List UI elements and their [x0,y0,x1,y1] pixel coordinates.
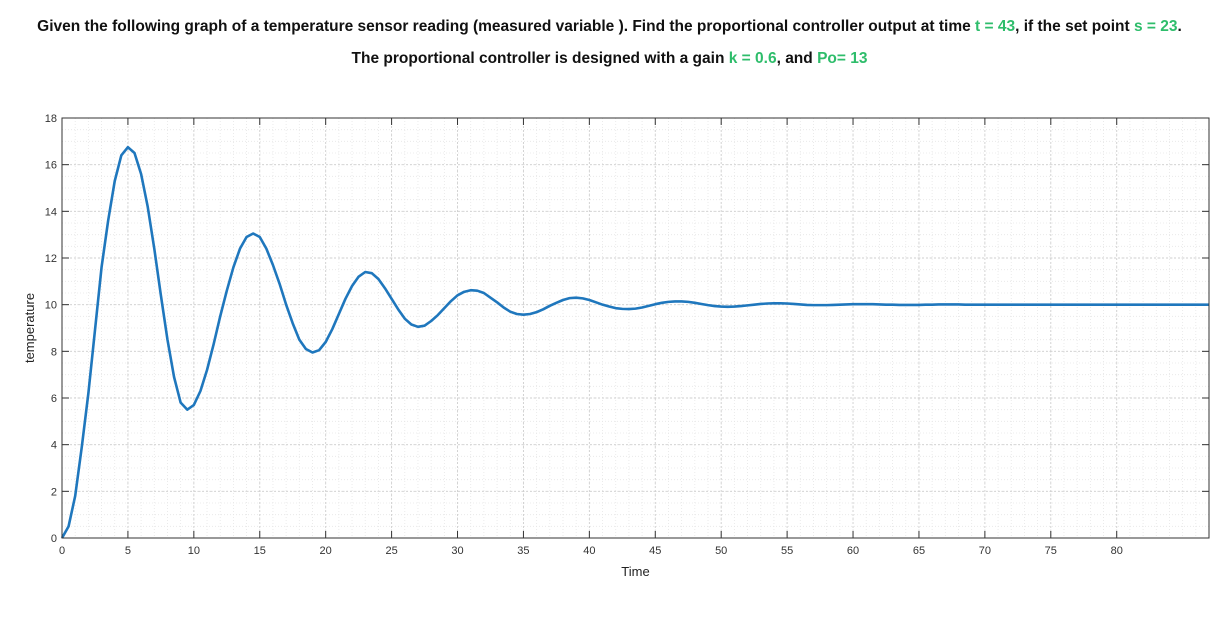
x-tick-label: 40 [583,545,595,557]
x-tick-label: 80 [1111,545,1123,557]
x-tick-label: 10 [188,545,200,557]
x-tick-label: 35 [517,545,529,557]
y-tick-label: 18 [45,113,57,125]
y-tick-label: 12 [45,253,57,265]
question-text-a: Given the following graph of a temperatu… [37,18,976,35]
x-tick-label: 75 [1045,545,1057,557]
x-tick-label: 15 [254,545,266,557]
x-tick-labels: 0 5 10 15 20 25 30 35 40 45 50 55 60 65 70 75 80 [59,545,1123,557]
y-tick-label: 4 [51,440,57,452]
x-tick-label: 0 [59,545,65,557]
question-text-d: The proportional controller is designed … [351,50,729,67]
x-tick-label: 55 [781,545,793,557]
y-tick-label: 8 [51,346,57,358]
x-axis-label: Time [621,564,649,579]
question-text-c: . [1177,18,1182,35]
y-tick-label: 6 [51,393,57,405]
question-line-2: The proportional controller is designed … [0,50,1219,68]
minor-grid [61,117,1210,539]
setpoint-value: s = 23 [1133,18,1178,35]
y-tick-label: 2 [51,486,57,498]
x-tick-label: 5 [125,545,131,557]
time-value: t = 43 [975,18,1016,35]
x-tick-label: 45 [649,545,661,557]
po-value: Po= 13 [817,50,868,67]
y-tick-label: 10 [45,300,57,312]
x-tick-label: 20 [320,545,332,557]
question-text-b: , if the set point [1015,18,1134,35]
series-line-temperature [60,145,1209,539]
y-tick-label: 16 [45,160,57,172]
plot-frame [61,117,1210,539]
x-tick-label: 65 [913,545,925,557]
y-tick-labels: 0 2 4 6 8 10 12 14 16 18 [45,113,57,545]
x-tick-label: 50 [715,545,727,557]
question-line-1: Given the following graph of a temperatu… [0,18,1219,36]
x-tick-label: 30 [451,545,463,557]
question-text-e: , and [776,50,818,67]
y-tick-label: 0 [51,533,57,545]
y-tick-label: 14 [45,206,57,218]
x-tick-label: 25 [385,545,397,557]
x-tick-label: 60 [847,545,859,557]
gain-value: k = 0.6 [728,50,777,67]
y-axis-label: temperature [22,293,37,363]
major-grid [61,117,1209,539]
x-tick-label: 70 [979,545,991,557]
